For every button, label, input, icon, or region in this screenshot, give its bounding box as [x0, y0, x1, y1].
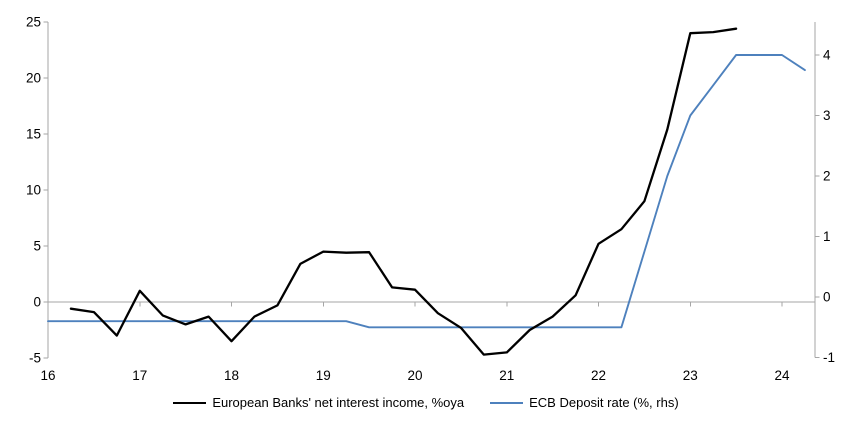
- ecb-line-swatch: [490, 402, 524, 404]
- legend-item-nii: European Banks' net interest income, %oy…: [173, 395, 464, 411]
- right-tick-label: 2: [823, 169, 831, 184]
- x-tick-label: 17: [132, 368, 147, 383]
- x-tick-label: 16: [40, 368, 55, 383]
- x-tick-label: 19: [316, 368, 331, 383]
- chart-legend: European Banks' net interest income, %oy…: [0, 395, 852, 411]
- left-tick-label: 0: [33, 295, 41, 310]
- x-tick-label: 20: [407, 368, 422, 383]
- x-axis: [47, 301, 815, 307]
- right-tick-label: 4: [823, 48, 831, 63]
- x-tick-label: 24: [774, 368, 790, 383]
- x-axis-labels: 16 17 18 19 20 21 22 23 24: [40, 368, 790, 383]
- nii-legend-label: European Banks' net interest income, %oy…: [212, 395, 465, 410]
- left-tick-label: 20: [26, 71, 41, 86]
- left-tick-label: 25: [26, 15, 41, 30]
- y-axis-right: [814, 22, 820, 358]
- left-tick-label: -5: [29, 351, 41, 366]
- left-tick-label: 5: [33, 239, 41, 254]
- ecb-legend-label: ECB Deposit rate (%, rhs): [529, 395, 679, 410]
- y-axis-left: [43, 21, 49, 359]
- legend-item-ecb: ECB Deposit rate (%, rhs): [490, 395, 679, 411]
- x-tick-label: 21: [499, 368, 514, 383]
- x-tick-label: 18: [224, 368, 239, 383]
- line-ecb-deposit-rate: [47, 54, 806, 329]
- y-axis-left-labels: 25 20 15 10 5 0 -5: [26, 15, 41, 366]
- right-tick-label: 1: [823, 229, 831, 244]
- x-tick-label: 23: [683, 368, 698, 383]
- nii-line-swatch: [173, 401, 207, 405]
- left-tick-label: 15: [26, 127, 41, 142]
- left-tick-label: 10: [26, 183, 41, 198]
- line-european-banks-nii: [69, 27, 738, 356]
- y-axis-right-labels: 4 3 2 1 0 -1: [823, 48, 835, 366]
- right-tick-label: 3: [823, 108, 831, 123]
- x-tick-label: 22: [591, 368, 606, 383]
- right-tick-label: -1: [823, 350, 835, 365]
- right-tick-label: 0: [823, 290, 831, 305]
